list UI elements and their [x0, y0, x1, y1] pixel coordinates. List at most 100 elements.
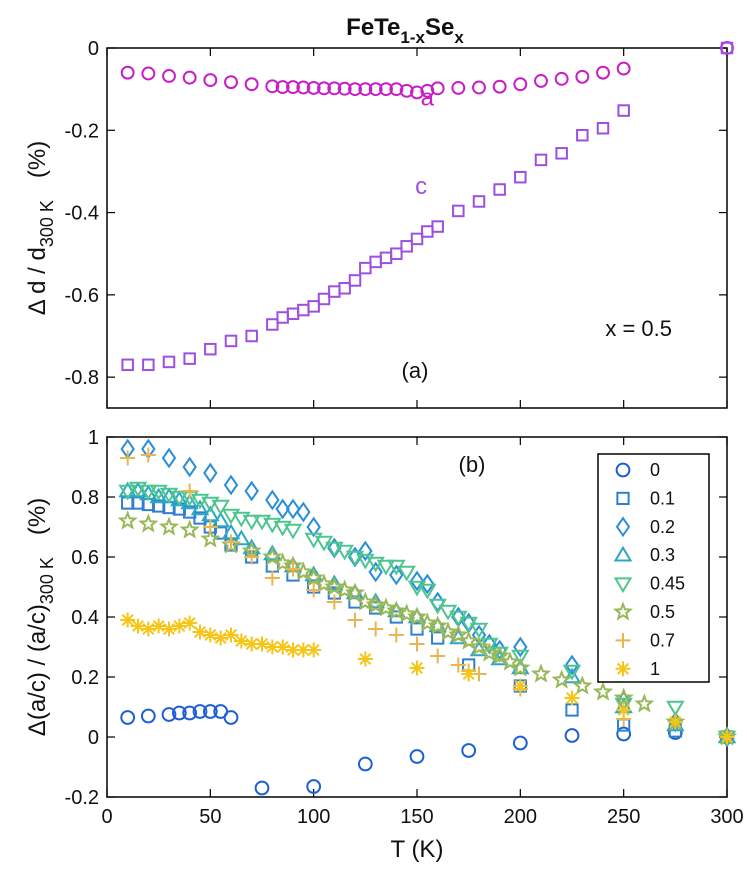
- data-point: [389, 564, 404, 586]
- data-point: [575, 69, 590, 84]
- data-point: [285, 498, 301, 520]
- data-point: [202, 627, 218, 643]
- data-point: [564, 690, 580, 706]
- data-point: [182, 70, 197, 85]
- data-point: [534, 153, 548, 167]
- data-point: [275, 639, 291, 655]
- series-0: [120, 704, 735, 796]
- data-point: [142, 358, 155, 372]
- data-point: [492, 79, 507, 94]
- data-point: [120, 612, 136, 628]
- y-tick-label: 1: [88, 427, 99, 449]
- data-point: [272, 552, 293, 572]
- data-point: [180, 493, 199, 510]
- data-point: [451, 80, 466, 95]
- data-point: [355, 591, 376, 611]
- data-point: [337, 81, 352, 96]
- data-point: [479, 642, 500, 662]
- legend-marker: [615, 632, 631, 648]
- data-point: [121, 358, 134, 372]
- data-point: [130, 618, 146, 634]
- series-a: [120, 41, 734, 100]
- legend-entry: 0.1: [650, 488, 675, 508]
- y-tick-label: 0.2: [71, 667, 99, 689]
- data-point: [120, 450, 136, 466]
- x-tick-label: 200: [504, 806, 537, 828]
- data-point: [511, 658, 530, 675]
- data-point: [254, 780, 270, 796]
- data-point: [203, 462, 218, 484]
- data-point: [295, 642, 311, 658]
- data-point: [242, 514, 261, 531]
- data-point: [512, 678, 528, 694]
- legend-marker: [612, 601, 634, 621]
- data-point: [461, 743, 477, 758]
- legend-entry: 0.5: [650, 602, 675, 622]
- data-point: [264, 639, 280, 655]
- data-point: [161, 621, 177, 637]
- data-point: [368, 561, 383, 583]
- data-point: [283, 523, 303, 540]
- data-point: [151, 618, 167, 634]
- data-point: [397, 565, 416, 582]
- data-point: [162, 355, 176, 369]
- data-point: [565, 703, 579, 717]
- data-point: [265, 79, 280, 94]
- data-point: [275, 80, 290, 95]
- data-point: [182, 705, 198, 721]
- data-point: [720, 41, 734, 55]
- data-point: [596, 65, 610, 80]
- legend: 0 0.1 0.2 0.3 0.45 0.5 0.7 1: [597, 453, 710, 683]
- data-point: [306, 779, 322, 794]
- data-point: [224, 334, 238, 348]
- data-point: [306, 80, 321, 95]
- data-point: [427, 615, 448, 635]
- series-label-a: a: [421, 85, 435, 112]
- x-tick-label: 50: [199, 806, 221, 828]
- data-point: [190, 499, 210, 516]
- data-point: [303, 567, 324, 587]
- data-point: [431, 220, 444, 233]
- data-point: [182, 615, 198, 631]
- data-point: [286, 80, 300, 95]
- panel-a-label: (a): [402, 358, 429, 383]
- legend-marker: [615, 516, 631, 538]
- x-tick-label: 100: [297, 806, 330, 828]
- data-point: [616, 61, 631, 76]
- data-point: [262, 546, 283, 566]
- data-point: [562, 664, 582, 681]
- data-point: [554, 71, 569, 86]
- data-point: [139, 484, 158, 501]
- y-tick-label: -0.2: [65, 787, 99, 809]
- data-point: [138, 513, 159, 533]
- data-point: [616, 702, 632, 718]
- panel-b-plot: 10.80.60.40.20-0.2 0 50 100 150 200 250 300 (b…: [24, 427, 744, 863]
- y-tick-label: -0.2: [65, 120, 99, 142]
- data-point: [118, 484, 137, 501]
- data-point: [407, 607, 427, 624]
- data-point: [410, 622, 424, 636]
- legend-entry: 0.45: [650, 574, 685, 594]
- data-point: [513, 77, 528, 92]
- data-point: [418, 583, 437, 600]
- data-point: [233, 633, 249, 649]
- legend-entry: 0: [650, 460, 660, 480]
- y-tick-label: -0.4: [65, 203, 99, 225]
- x-tick-label: 250: [607, 806, 640, 828]
- data-point: [368, 621, 384, 637]
- data-point: [327, 81, 342, 96]
- data-point: [317, 292, 331, 306]
- data-point: [171, 618, 187, 634]
- data-point: [358, 82, 373, 97]
- data-point: [265, 489, 280, 511]
- y-tick-label: -0.6: [65, 285, 99, 307]
- data-point: [203, 73, 218, 88]
- x-tick-label: 150: [400, 806, 433, 828]
- data-point: [667, 714, 683, 730]
- legend-marker: [615, 661, 631, 677]
- data-point: [245, 329, 258, 343]
- data-point: [469, 622, 489, 639]
- data-point: [634, 693, 655, 713]
- data-point: [296, 80, 311, 95]
- data-point: [613, 687, 634, 707]
